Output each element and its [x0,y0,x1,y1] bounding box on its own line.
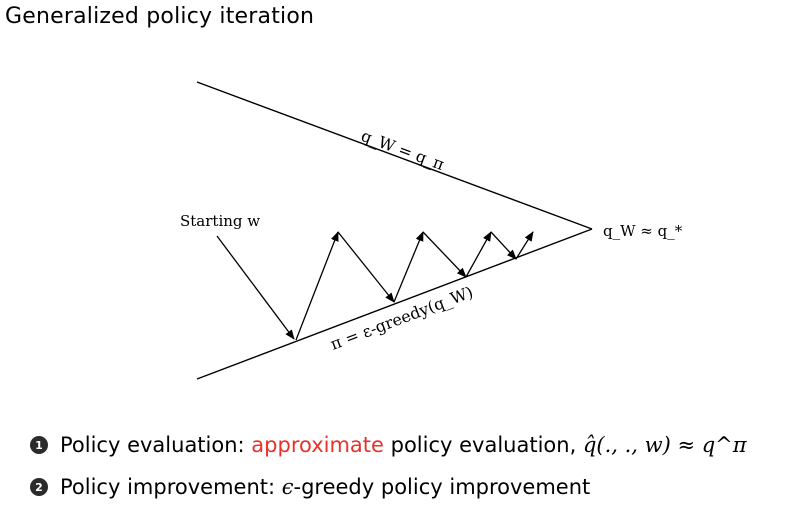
bullet-1-rest: policy evaluation, [383,433,583,457]
zigzag-arrow-6 [490,231,517,260]
bullet-1-formula: q̂(., ., w) ≈ q^π [582,433,747,457]
zigzag-arrow-5 [465,231,492,278]
start-arrow [216,235,295,340]
end-label: q_W ≈ q_* [603,222,683,240]
slide-title: Generalized policy iteration [5,4,315,29]
start-label: Starting w [180,212,260,230]
zigzag-arrow-1 [295,231,339,341]
bullet-item-1: 1 Policy evaluation: approximate policy … [30,430,747,460]
lower-line-label: π = ε-greedy(q_W) [328,282,476,353]
lower-line [196,228,593,380]
bullet-2-rest: -greedy policy improvement [293,475,591,499]
bullet-list: 1 Policy evaluation: approximate policy … [30,430,747,514]
zigzag-arrow-2 [337,231,395,303]
bullet-1-lead: Policy evaluation: [60,433,252,457]
bullet-1-highlight: approximate [251,433,384,457]
zigzag-arrow-7 [515,231,534,260]
zigzag-arrow-3 [393,231,424,303]
bullet-number-2: 2 [30,478,48,496]
upper-line [196,81,593,230]
bullet-2-epsilon: ϵ [281,475,294,499]
bullet-number-1: 1 [30,436,48,454]
bullet-item-2: 2 Policy improvement: ϵ -greedy policy i… [30,472,747,502]
bullet-2-lead: Policy improvement: [60,475,282,499]
zigzag-arrow-4 [422,231,467,278]
upper-line-label: q_W = q_π [359,126,447,174]
